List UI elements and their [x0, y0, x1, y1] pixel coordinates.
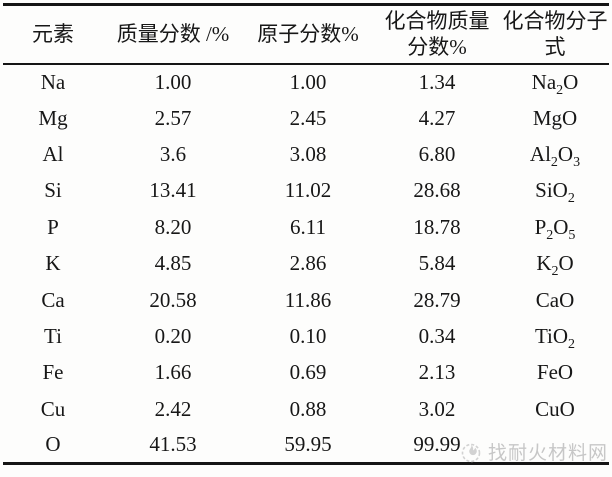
- compound-mass-fraction-cell: 6.80: [418, 141, 456, 166]
- compound-formula-cell: K2O: [536, 251, 574, 280]
- compound-formula-cell: P2O5: [534, 214, 576, 243]
- compound-mass-fraction-cell: 2.13: [418, 360, 456, 385]
- atomic-fraction-cell: 1.00: [289, 69, 327, 94]
- element-cell: Na: [40, 69, 66, 94]
- compound-formula-cell: CuO: [535, 396, 575, 421]
- header-atomic-fraction: 原子分数%: [257, 22, 359, 47]
- table-row: Mg 2.57 2.45 4.27 MgO: [3, 100, 609, 136]
- element-cell: Ca: [41, 287, 65, 312]
- compound-formula-cell: Na2O: [531, 69, 579, 98]
- table-row: Na 1.00 1.00 1.34 Na2O: [3, 64, 609, 100]
- header-compound-mass-fraction: 化合物质量 分数%: [384, 9, 490, 60]
- element-cell: O: [45, 432, 61, 457]
- header-mass-fraction: 质量分数 /%: [116, 22, 230, 47]
- compound-mass-fraction-cell: 18.78: [413, 214, 461, 239]
- compound-formula-cell: SiO2: [535, 178, 575, 207]
- table-row: O 41.53 59.95 99.99: [3, 427, 609, 463]
- composition-table: 元素 质量分数 /% 原子分数% 化合物质量 分数% 化合物分子 式 Na 1.0…: [3, 3, 609, 466]
- element-cell: Ti: [44, 323, 62, 348]
- table-row: Ti 0.20 0.10 0.34 TiO2: [3, 318, 609, 354]
- atomic-fraction-cell: 11.86: [284, 287, 332, 312]
- compound-mass-fraction-cell: 1.34: [418, 69, 456, 94]
- compound-mass-fraction-cell: 4.27: [418, 105, 456, 130]
- atomic-fraction-cell: 0.69: [289, 360, 327, 385]
- mass-fraction-cell: 13.41: [149, 178, 197, 203]
- compound-formula-cell: Al2O3: [529, 141, 581, 171]
- atomic-fraction-cell: 3.08: [289, 141, 327, 166]
- mass-fraction-cell: 1.00: [154, 69, 192, 94]
- compound-formula-cell: MgO: [532, 105, 578, 130]
- mass-fraction-cell: 2.57: [154, 105, 192, 130]
- mass-fraction-cell: 8.20: [154, 214, 192, 239]
- compound-formula-cell: TiO2: [534, 323, 576, 353]
- mass-fraction-cell: 41.53: [149, 432, 197, 457]
- mass-fraction-cell: 1.66: [154, 360, 192, 385]
- compound-mass-fraction-cell: 28.68: [413, 178, 461, 203]
- flame-logo-icon: [459, 440, 483, 464]
- atomic-fraction-cell: 59.95: [284, 432, 332, 457]
- watermark-text: 找耐火材料网: [487, 443, 608, 464]
- mass-fraction-cell: 3.6: [159, 141, 187, 166]
- atomic-fraction-cell: 0.88: [289, 396, 327, 421]
- table-row: Fe 1.66 0.69 2.13 FeO: [3, 355, 609, 391]
- compound-formula-cell: CaO: [535, 287, 575, 312]
- atomic-fraction-cell: 2.45: [289, 105, 327, 130]
- element-cell: Fe: [42, 360, 64, 385]
- atomic-fraction-cell: 2.86: [289, 251, 327, 276]
- element-cell: Cu: [40, 396, 66, 421]
- mass-fraction-cell: 20.58: [149, 287, 197, 312]
- mass-fraction-cell: 0.20: [154, 323, 192, 348]
- element-cell: P: [47, 214, 59, 239]
- header-compound-formula: 化合物分子 式: [502, 9, 608, 60]
- compound-mass-fraction-cell: 99.99: [413, 432, 461, 457]
- table-row: P 8.20 6.11 18.78 P2O5: [3, 209, 609, 245]
- compound-mass-fraction-cell: 0.34: [418, 323, 456, 348]
- compound-mass-fraction-cell: 3.02: [418, 396, 456, 421]
- header-element: 元素: [32, 22, 74, 47]
- compound-formula-cell: FeO: [536, 360, 574, 385]
- table-header: 元素 质量分数 /% 原子分数% 化合物质量 分数% 化合物分子 式: [3, 5, 609, 64]
- mass-fraction-cell: 4.85: [154, 251, 192, 276]
- atomic-fraction-cell: 0.10: [289, 323, 327, 348]
- header-row: 元素 质量分数 /% 原子分数% 化合物质量 分数% 化合物分子 式: [3, 5, 609, 64]
- compound-mass-fraction-cell: 5.84: [418, 251, 456, 276]
- element-cell: K: [45, 251, 61, 276]
- table-row: Si 13.41 11.02 28.68 SiO2: [3, 173, 609, 209]
- element-cell: Mg: [38, 105, 68, 130]
- atomic-fraction-cell: 11.02: [284, 178, 332, 203]
- element-cell: Si: [44, 178, 62, 203]
- element-cell: Al: [42, 141, 64, 166]
- compound-mass-fraction-cell: 28.79: [413, 287, 461, 312]
- site-watermark: 找耐火材料网: [459, 438, 608, 465]
- table-row: Cu 2.42 0.88 3.02 CuO: [3, 391, 609, 427]
- atomic-fraction-cell: 6.11: [290, 214, 326, 239]
- table-row: Al 3.6 3.08 6.80 Al2O3: [3, 136, 609, 172]
- mass-fraction-cell: 2.42: [154, 396, 192, 421]
- table-body: Na 1.00 1.00 1.34 Na2O Mg 2.57 2.45 4.27 MgO Al 3.6…: [3, 64, 609, 464]
- table-row: Ca 20.58 11.86 28.79 CaO: [3, 282, 609, 318]
- table-row: K 4.85 2.86 5.84 K2O: [3, 245, 609, 281]
